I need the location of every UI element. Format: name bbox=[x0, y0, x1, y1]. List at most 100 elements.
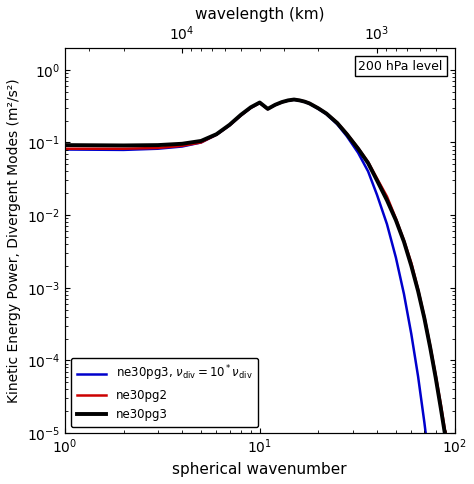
ne30pg3 bbox=[356, 146, 361, 151]
ne30pg3, $\nu_{\rm div} = 10^*\nu_{\rm div}$ bbox=[393, 255, 399, 260]
X-axis label: wavelength (km): wavelength (km) bbox=[195, 7, 324, 22]
ne30pg3 bbox=[265, 106, 271, 112]
ne30pg2 bbox=[393, 215, 399, 221]
ne30pg2 bbox=[155, 145, 161, 151]
ne30pg3 bbox=[227, 122, 232, 128]
Legend: ne30pg3, $\nu_{\rm div} = 10^*\nu_{\rm div}$, ne30pg2, ne30pg3: ne30pg3, $\nu_{\rm div} = 10^*\nu_{\rm d… bbox=[71, 358, 258, 427]
ne30pg3 bbox=[447, 465, 453, 471]
ne30pg3 bbox=[302, 99, 308, 105]
ne30pg2 bbox=[248, 105, 254, 111]
ne30pg2 bbox=[415, 287, 421, 292]
ne30pg3 bbox=[384, 197, 390, 203]
ne30pg3 bbox=[374, 178, 380, 183]
ne30pg2 bbox=[302, 98, 308, 104]
ne30pg3, $\nu_{\rm div} = 10^*\nu_{\rm div}$ bbox=[428, 467, 433, 473]
ne30pg2 bbox=[316, 105, 321, 111]
ne30pg3 bbox=[365, 160, 371, 166]
ne30pg2 bbox=[238, 113, 244, 119]
ne30pg3 bbox=[409, 263, 414, 269]
ne30pg3, $\nu_{\rm div} = 10^*\nu_{\rm div}$ bbox=[374, 192, 380, 198]
ne30pg2 bbox=[62, 146, 68, 151]
Y-axis label: Kinetic Energy Power, Divergent Modes (m²/s²): Kinetic Energy Power, Divergent Modes (m… bbox=[7, 78, 21, 403]
ne30pg3, $\nu_{\rm div} = 10^*\nu_{\rm div}$ bbox=[384, 221, 390, 227]
ne30pg2 bbox=[324, 110, 329, 116]
ne30pg3 bbox=[62, 142, 68, 148]
ne30pg3 bbox=[334, 120, 340, 126]
ne30pg3, $\nu_{\rm div} = 10^*\nu_{\rm div}$ bbox=[155, 146, 161, 151]
ne30pg3, $\nu_{\rm div} = 10^*\nu_{\rm div}$ bbox=[227, 122, 232, 128]
ne30pg2 bbox=[443, 432, 448, 438]
ne30pg3, $\nu_{\rm div} = 10^*\nu_{\rm div}$ bbox=[401, 291, 407, 297]
ne30pg3, $\nu_{\rm div} = 10^*\nu_{\rm div}$ bbox=[365, 168, 371, 174]
ne30pg3, $\nu_{\rm div} = 10^*\nu_{\rm div}$ bbox=[238, 113, 244, 119]
ne30pg3, $\nu_{\rm div} = 10^*\nu_{\rm div}$ bbox=[285, 98, 291, 104]
ne30pg2 bbox=[428, 343, 433, 348]
ne30pg3, $\nu_{\rm div} = 10^*\nu_{\rm div}$ bbox=[344, 133, 350, 139]
X-axis label: spherical wavenumber: spherical wavenumber bbox=[173, 462, 347, 477]
ne30pg3 bbox=[248, 105, 254, 110]
ne30pg2 bbox=[384, 194, 390, 199]
ne30pg3, $\nu_{\rm div} = 10^*\nu_{\rm div}$ bbox=[324, 111, 329, 117]
ne30pg3 bbox=[272, 102, 278, 108]
ne30pg2 bbox=[409, 260, 414, 266]
ne30pg3, $\nu_{\rm div} = 10^*\nu_{\rm div}$ bbox=[307, 101, 312, 106]
ne30pg3, $\nu_{\rm div} = 10^*\nu_{\rm div}$ bbox=[257, 100, 263, 106]
ne30pg2 bbox=[438, 401, 444, 407]
ne30pg3, $\nu_{\rm div} = 10^*\nu_{\rm div}$ bbox=[409, 331, 414, 337]
ne30pg3, $\nu_{\rm div} = 10^*\nu_{\rm div}$ bbox=[415, 374, 421, 379]
ne30pg2 bbox=[374, 176, 380, 182]
ne30pg2 bbox=[365, 159, 371, 165]
ne30pg3, $\nu_{\rm div} = 10^*\nu_{\rm div}$ bbox=[279, 99, 285, 105]
Line: ne30pg2: ne30pg2 bbox=[65, 100, 455, 484]
ne30pg3, $\nu_{\rm div} = 10^*\nu_{\rm div}$ bbox=[214, 132, 219, 137]
ne30pg3 bbox=[393, 217, 399, 223]
ne30pg2 bbox=[433, 372, 438, 378]
ne30pg3 bbox=[291, 97, 297, 103]
ne30pg2 bbox=[421, 314, 427, 319]
ne30pg3, $\nu_{\rm div} = 10^*\nu_{\rm div}$ bbox=[272, 102, 278, 108]
ne30pg2 bbox=[334, 120, 340, 125]
ne30pg3, $\nu_{\rm div} = 10^*\nu_{\rm div}$ bbox=[302, 99, 308, 105]
ne30pg3 bbox=[155, 142, 161, 148]
ne30pg2 bbox=[257, 100, 263, 106]
ne30pg3, $\nu_{\rm div} = 10^*\nu_{\rm div}$ bbox=[179, 144, 185, 150]
ne30pg2 bbox=[265, 106, 271, 112]
ne30pg3, $\nu_{\rm div} = 10^*\nu_{\rm div}$ bbox=[297, 98, 302, 104]
ne30pg3 bbox=[279, 99, 285, 105]
ne30pg3 bbox=[415, 288, 421, 294]
ne30pg3 bbox=[401, 239, 407, 244]
ne30pg2 bbox=[401, 237, 407, 243]
ne30pg2 bbox=[447, 461, 453, 467]
ne30pg3, $\nu_{\rm div} = 10^*\nu_{\rm div}$ bbox=[198, 139, 204, 145]
ne30pg3, $\nu_{\rm div} = 10^*\nu_{\rm div}$ bbox=[356, 150, 361, 156]
ne30pg3, $\nu_{\rm div} = 10^*\nu_{\rm div}$ bbox=[316, 106, 321, 112]
ne30pg2 bbox=[227, 122, 232, 128]
ne30pg2 bbox=[198, 139, 204, 145]
ne30pg3, $\nu_{\rm div} = 10^*\nu_{\rm div}$ bbox=[248, 105, 254, 111]
ne30pg3 bbox=[421, 316, 427, 321]
ne30pg2 bbox=[279, 99, 285, 105]
ne30pg3, $\nu_{\rm div} = 10^*\nu_{\rm div}$ bbox=[121, 147, 127, 153]
ne30pg3 bbox=[198, 138, 204, 144]
ne30pg3 bbox=[344, 131, 350, 137]
ne30pg2 bbox=[344, 131, 350, 136]
ne30pg3 bbox=[428, 345, 433, 350]
ne30pg3 bbox=[316, 106, 321, 111]
ne30pg2 bbox=[272, 102, 278, 108]
ne30pg3 bbox=[433, 375, 438, 380]
ne30pg2 bbox=[291, 97, 297, 103]
ne30pg3 bbox=[438, 405, 444, 411]
ne30pg2 bbox=[214, 132, 219, 137]
Line: ne30pg3, $\nu_{\rm div} = 10^*\nu_{\rm div}$: ne30pg3, $\nu_{\rm div} = 10^*\nu_{\rm d… bbox=[65, 100, 455, 484]
ne30pg3, $\nu_{\rm div} = 10^*\nu_{\rm div}$ bbox=[421, 420, 427, 425]
ne30pg3 bbox=[121, 143, 127, 149]
ne30pg3 bbox=[214, 131, 219, 137]
ne30pg3, $\nu_{\rm div} = 10^*\nu_{\rm div}$ bbox=[334, 121, 340, 127]
ne30pg2 bbox=[356, 145, 361, 151]
ne30pg3 bbox=[257, 100, 263, 106]
Text: 200 hPa level: 200 hPa level bbox=[358, 60, 443, 73]
ne30pg2 bbox=[307, 100, 312, 106]
ne30pg3 bbox=[324, 111, 329, 117]
ne30pg3 bbox=[307, 101, 312, 106]
ne30pg2 bbox=[285, 98, 291, 104]
